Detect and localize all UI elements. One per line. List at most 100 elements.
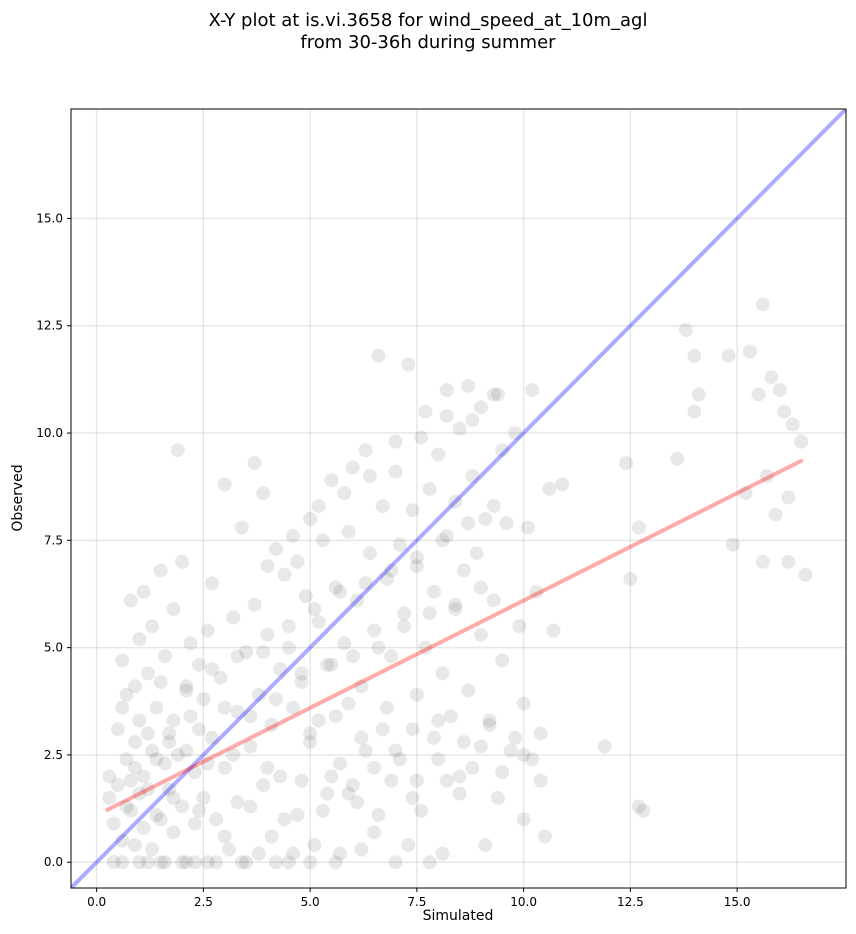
- data-point: [495, 765, 510, 780]
- data-points: [102, 297, 813, 870]
- data-point: [405, 790, 420, 805]
- data-point: [345, 777, 360, 792]
- data-point: [162, 782, 177, 797]
- data-point: [264, 717, 279, 732]
- data-point: [760, 468, 775, 483]
- data-point: [264, 829, 279, 844]
- data-point: [508, 730, 523, 745]
- data-point: [401, 838, 416, 853]
- x-tick-label: 5.0: [301, 895, 320, 909]
- data-point: [256, 644, 271, 659]
- data-point: [687, 348, 702, 363]
- data-point: [123, 773, 138, 788]
- data-point: [140, 782, 155, 797]
- data-point: [371, 640, 386, 655]
- y-tick-label: 15.0: [36, 211, 63, 225]
- data-point: [145, 842, 160, 857]
- data-point: [525, 752, 540, 767]
- data-point: [256, 486, 271, 501]
- data-point: [157, 855, 172, 870]
- data-point: [175, 799, 190, 814]
- data-point: [764, 370, 779, 385]
- data-point: [439, 408, 454, 423]
- data-point: [294, 773, 309, 788]
- data-point: [367, 825, 382, 840]
- data-point: [179, 679, 194, 694]
- data-point: [384, 563, 399, 578]
- data-point: [145, 743, 160, 758]
- data-point: [230, 795, 245, 810]
- data-point: [473, 400, 488, 415]
- data-point: [162, 726, 177, 741]
- data-point: [286, 700, 301, 715]
- data-point: [132, 632, 147, 647]
- data-point: [482, 713, 497, 728]
- data-point: [794, 434, 809, 449]
- data-point: [452, 769, 467, 784]
- data-point: [388, 743, 403, 758]
- plot-frame: [70, 108, 847, 889]
- data-point: [217, 477, 232, 492]
- data-point: [251, 846, 266, 861]
- data-point: [256, 777, 271, 792]
- data-point: [281, 619, 296, 634]
- data-point: [375, 499, 390, 514]
- data-point: [371, 808, 386, 823]
- data-point: [149, 700, 164, 715]
- data-point: [251, 687, 266, 702]
- data-point: [354, 679, 369, 694]
- data-point: [115, 653, 130, 668]
- data-point: [388, 464, 403, 479]
- data-point: [422, 606, 437, 621]
- data-point: [234, 855, 249, 870]
- data-point: [358, 576, 373, 591]
- data-point: [119, 752, 134, 767]
- data-point: [286, 529, 301, 544]
- data-point: [123, 803, 138, 818]
- data-point: [755, 554, 770, 569]
- data-point: [533, 773, 548, 788]
- data-point: [286, 846, 301, 861]
- data-point: [157, 756, 172, 771]
- data-point: [239, 644, 254, 659]
- data-point: [217, 700, 232, 715]
- data-point: [439, 529, 454, 544]
- data-point: [367, 760, 382, 775]
- data-point: [362, 468, 377, 483]
- data-point: [516, 812, 531, 827]
- data-point: [311, 499, 326, 514]
- data-point: [354, 730, 369, 745]
- data-point: [461, 378, 476, 393]
- data-point: [273, 769, 288, 784]
- data-point: [128, 735, 143, 750]
- data-point: [341, 524, 356, 539]
- data-point: [456, 735, 471, 750]
- data-point: [200, 756, 215, 771]
- data-point: [281, 855, 296, 870]
- data-point: [392, 537, 407, 552]
- data-point: [636, 803, 651, 818]
- data-point: [239, 855, 254, 870]
- data-point: [140, 855, 155, 870]
- data-point: [448, 597, 463, 612]
- data-point: [145, 619, 160, 634]
- data-point: [623, 571, 638, 586]
- data-point: [426, 730, 441, 745]
- chart-title: X-Y plot at is.vi.3658 for wind_speed_at…: [0, 10, 856, 54]
- data-point: [179, 683, 194, 698]
- data-point: [444, 709, 459, 724]
- data-point: [435, 533, 450, 548]
- x-tick-label: 7.5: [407, 895, 426, 909]
- data-point: [350, 795, 365, 810]
- data-point: [166, 602, 181, 617]
- data-point: [670, 451, 685, 466]
- data-point: [333, 846, 348, 861]
- data-point: [414, 803, 429, 818]
- data-point: [204, 730, 219, 745]
- data-point: [375, 722, 390, 737]
- data-point: [495, 443, 510, 458]
- data-point: [187, 765, 202, 780]
- data-point: [136, 584, 151, 599]
- data-point: [136, 769, 151, 784]
- data-point: [516, 696, 531, 711]
